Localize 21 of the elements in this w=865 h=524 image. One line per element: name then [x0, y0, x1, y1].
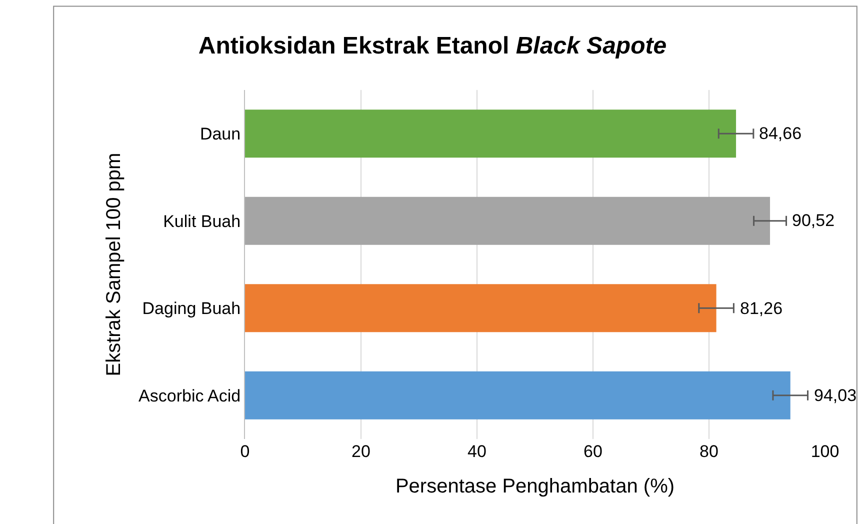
data-label: 84,66	[759, 124, 802, 143]
y-tick-label: Daging Buah	[142, 299, 241, 318]
data-label: 94,03	[814, 386, 857, 405]
data-label: 81,26	[740, 299, 783, 318]
x-tick-label: 0	[240, 442, 250, 461]
bar	[245, 110, 736, 158]
x-tick-label: 100	[810, 442, 840, 461]
x-tick-label: 20	[352, 442, 370, 461]
y-tick-label: Daun	[200, 124, 241, 144]
y-axis-title: Ekstrak Sampel 100 ppm	[103, 152, 126, 376]
x-tick-label: 60	[584, 442, 602, 461]
y-tick-label: Ascorbic Acid	[138, 386, 241, 406]
x-tick-label: 80	[700, 442, 718, 461]
chart-title: Antioksidan Ekstrak Etanol Black Sapote	[198, 32, 667, 60]
y-tick-label: Kulit Buah	[163, 212, 241, 231]
bar	[245, 371, 790, 420]
x-tick-label: 40	[468, 442, 486, 461]
data-label: 90,52	[792, 211, 835, 230]
bar	[245, 284, 716, 332]
x-axis-title: Persentase Penghambatan (%)	[395, 476, 675, 498]
bar	[245, 196, 770, 245]
